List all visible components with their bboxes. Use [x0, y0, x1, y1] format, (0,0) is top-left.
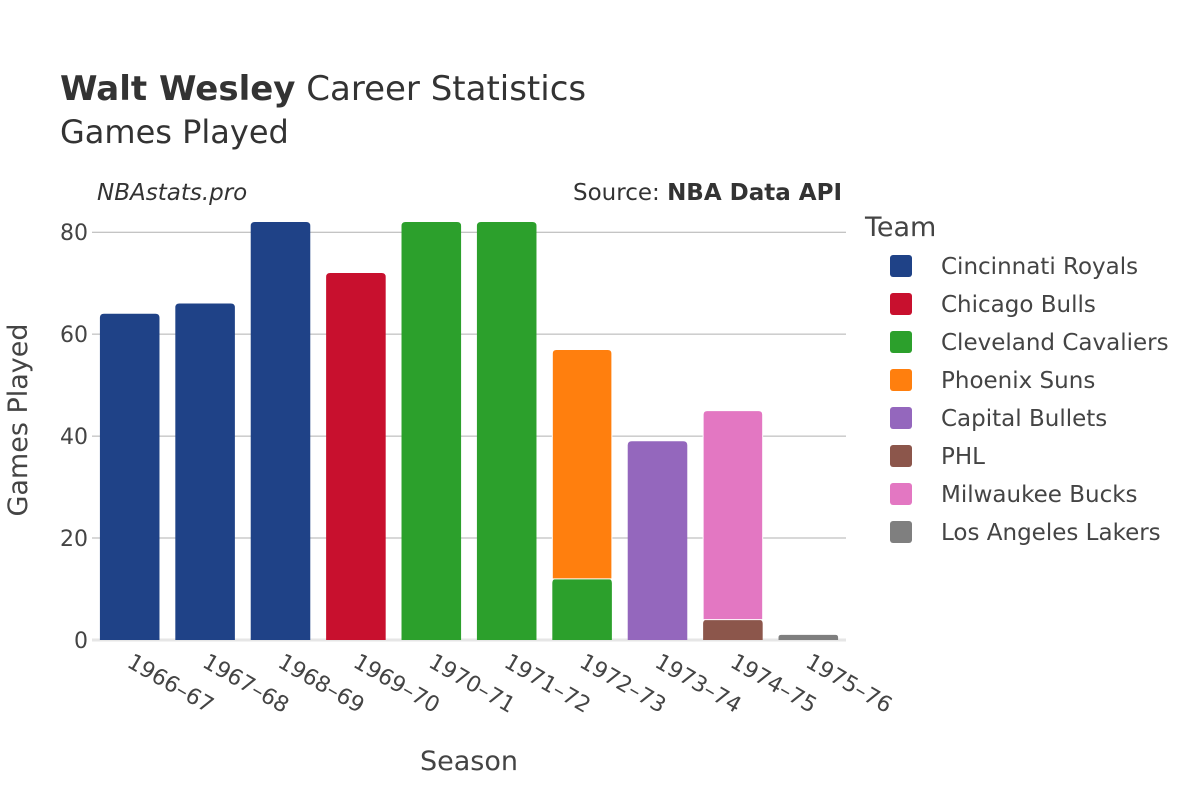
y-tick-label: 60 [60, 323, 88, 348]
x-tick-label: 1972–73 [575, 650, 670, 719]
x-tick-label: 1967–68 [198, 650, 293, 719]
x-tick-label: 1970–71 [424, 650, 519, 719]
bar-cleveland-cavaliers-1971–72 [476, 222, 537, 640]
legend-swatch [890, 369, 912, 391]
x-tick-label: 1974–75 [726, 650, 821, 719]
bar-capital-bullets-1973–74 [627, 441, 688, 640]
bar-phoenix-suns-1972–73 [551, 348, 613, 580]
legend-swatch [890, 255, 912, 277]
legend-label: Los Angeles Lakers [941, 520, 1161, 546]
y-tick-label: 20 [60, 527, 88, 552]
x-tick-label: 1973–74 [651, 650, 746, 719]
source-name: NBA Data API [667, 180, 842, 206]
legend-title: Team [864, 212, 936, 243]
chart-title-rest: Career Statistics [295, 69, 586, 109]
bar-cleveland-cavaliers-1970–71 [401, 222, 462, 640]
legend-label: Cleveland Cavaliers [941, 330, 1169, 356]
legend-label: Cincinnati Royals [941, 254, 1138, 280]
x-tick-label: 1975–76 [801, 650, 896, 719]
y-tick-label: 0 [74, 629, 88, 654]
legend-swatch [890, 521, 912, 543]
x-tick-label: 1971–72 [500, 650, 595, 719]
x-axis-ticks: 1966–671967–681968–691969–701970–711971–… [123, 650, 896, 719]
y-axis-ticks: 0 20 40 60 80 [60, 221, 88, 654]
bar-cincinnati-royals-1967–68 [175, 303, 235, 640]
legend-label: Phoenix Suns [941, 368, 1095, 394]
legend-label: Milwaukee Bucks [941, 482, 1138, 508]
x-tick-label: 1969–70 [349, 650, 444, 719]
bar-cleveland-cavaliers-1972–73 [552, 578, 612, 640]
y-tick-label: 80 [60, 221, 88, 246]
bar-cincinnati-royals-1968–69 [250, 222, 311, 640]
legend: Cincinnati Royals Chicago Bulls Cleveland … [890, 254, 1169, 546]
chart-title-player: Walt Wesley [60, 69, 295, 109]
legend-swatch [890, 483, 912, 505]
chart-title: Walt Wesley Career Statistics [60, 69, 586, 109]
legend-swatch [890, 445, 912, 467]
x-tick-label: 1966–67 [123, 650, 218, 719]
source-prefix: Source: [573, 180, 667, 206]
legend-label: Capital Bullets [941, 406, 1107, 432]
legend-swatch [890, 293, 912, 315]
bar-milwaukee-bucks-1974–75 [702, 410, 764, 621]
bar-los-angeles-lakers-1975–76 [778, 634, 839, 640]
bar-phl-1974–75 [703, 619, 763, 640]
source-credit: Source: NBA Data API [573, 180, 842, 206]
legend-label: Chicago Bulls [941, 292, 1096, 318]
x-tick-label: 1968–69 [274, 650, 369, 719]
y-axis-title: Games Played [3, 323, 34, 516]
y-tick-label: 40 [60, 425, 88, 450]
bars [99, 222, 839, 640]
bar-cincinnati-royals-1966–67 [99, 313, 160, 640]
bar-chicago-bulls-1969–70 [326, 272, 386, 640]
legend-swatch [890, 331, 912, 353]
chart-subtitle: Games Played [60, 113, 289, 151]
x-axis-title: Season [420, 746, 518, 777]
legend-swatch [890, 407, 912, 429]
watermark: NBAstats.pro [97, 180, 247, 206]
legend-label: PHL [941, 444, 985, 470]
